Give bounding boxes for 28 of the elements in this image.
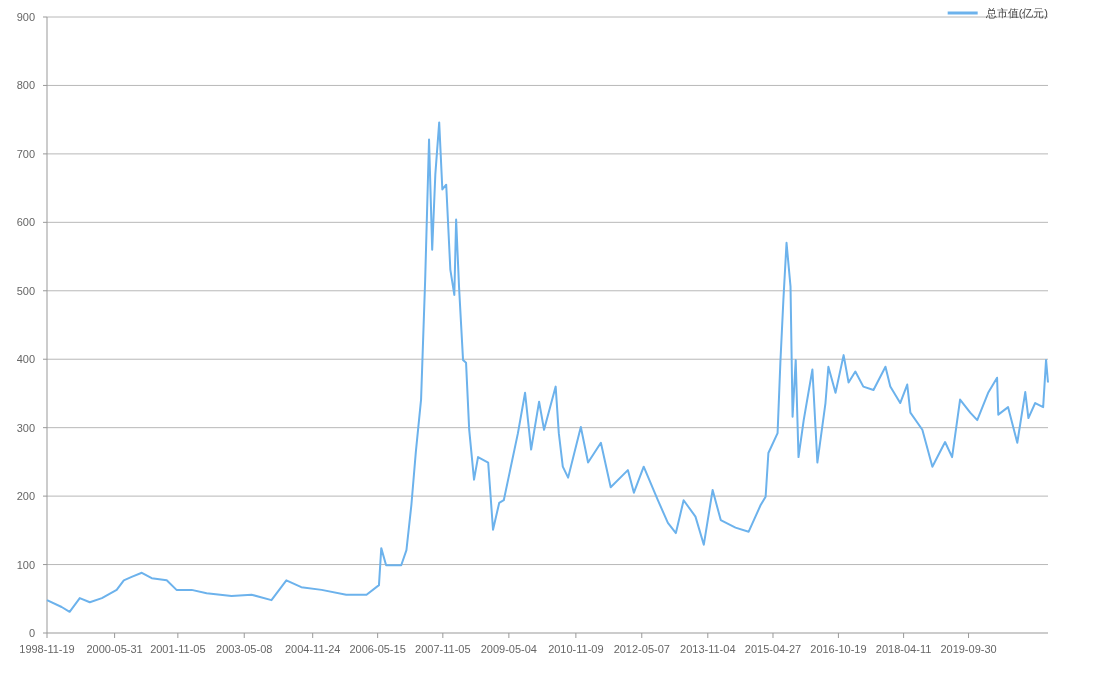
x-tick-label: 2006-05-15 — [349, 643, 406, 655]
x-tick-label: 2009-05-04 — [480, 643, 537, 655]
legend: 总市值(亿元) — [947, 7, 1048, 19]
y-tick-label: 700 — [16, 147, 35, 160]
x-tick-label: 2013-11-04 — [680, 643, 736, 655]
y-tick-label: 500 — [16, 284, 35, 297]
x-tick-label: 2003-05-08 — [216, 643, 273, 655]
x-tick-label: 2015-04-27 — [744, 643, 802, 655]
x-tick-label: 2016-10-19 — [810, 643, 867, 655]
legend-label: 总市值(亿元) — [984, 7, 1048, 19]
y-tick-label: 400 — [16, 353, 35, 366]
y-tick-label: 100 — [16, 558, 35, 571]
x-tick-label: 2004-11-24 — [284, 643, 341, 655]
y-tick-label: 0 — [28, 627, 35, 639]
x-tick-label: 2019-09-30 — [940, 643, 997, 655]
x-tick-label: 2001-11-05 — [150, 643, 206, 655]
line-series — [46, 121, 1049, 613]
x-tick-label: 2012-05-07 — [613, 643, 670, 655]
y-tick-label: 300 — [16, 421, 35, 434]
x-tick-label: 1998-11-19 — [19, 643, 75, 655]
x-tick-label: 2007-11-05 — [415, 643, 471, 655]
x-tick-label: 2018-04-11 — [875, 643, 932, 655]
y-tick-label: 600 — [16, 216, 35, 229]
x-tick-label: 2010-11-09 — [548, 643, 604, 655]
y-tick-label: 900 — [16, 11, 35, 23]
x-tick-label: 2000-05-31 — [86, 643, 143, 655]
y-tick-label: 200 — [16, 490, 35, 503]
y-tick-label: 800 — [16, 79, 35, 92]
